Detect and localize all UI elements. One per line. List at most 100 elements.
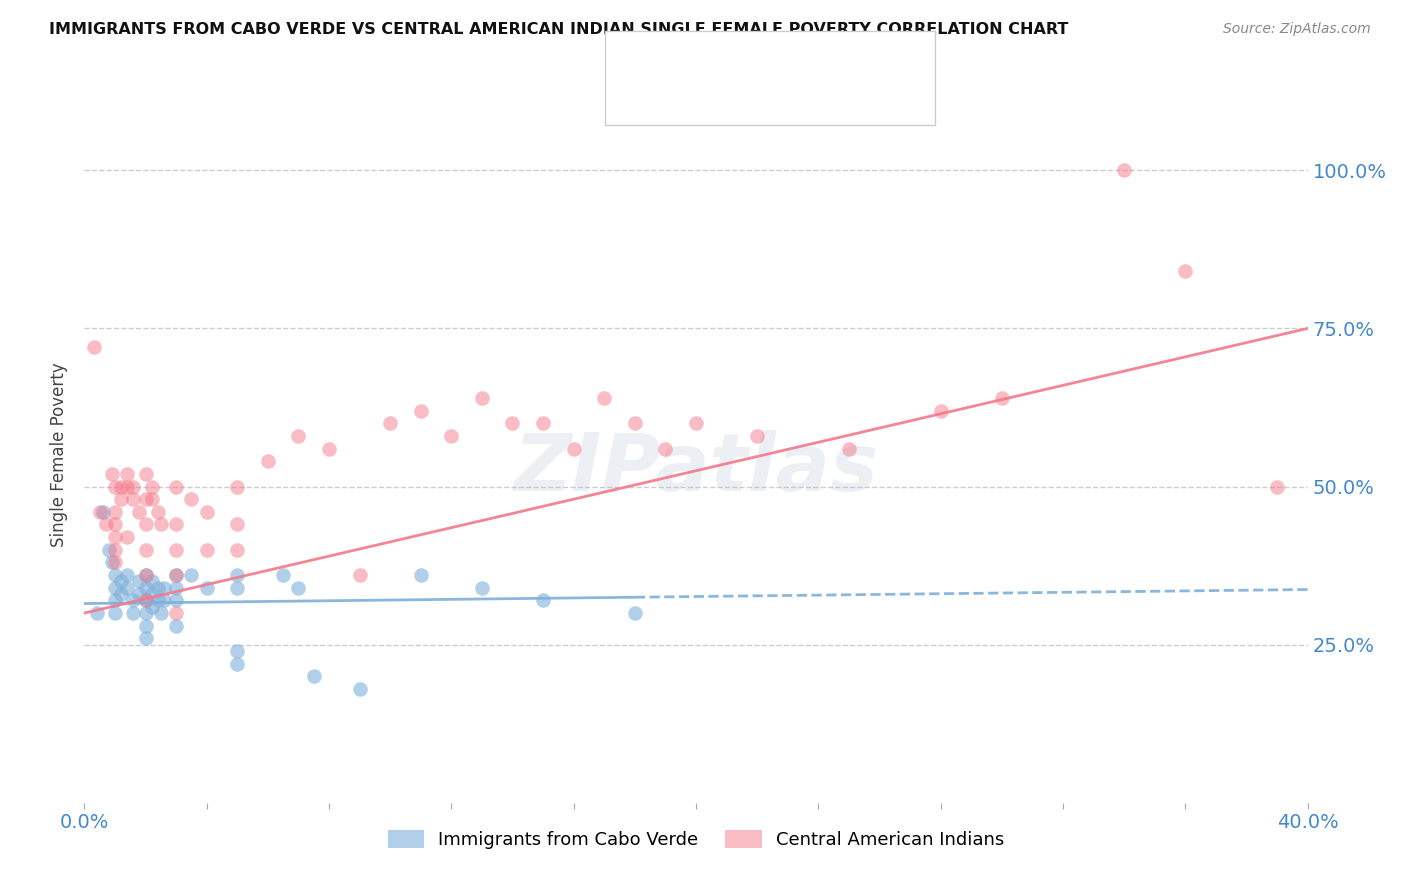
Point: [83, 340, 105, 354]
Point: [115, 530, 138, 544]
Point: [141, 587, 163, 601]
Point: [135, 593, 157, 607]
Point: [104, 479, 127, 493]
Point: [257, 454, 280, 468]
Point: [226, 644, 249, 658]
Point: [141, 479, 163, 493]
Point: [302, 669, 325, 683]
Point: [349, 568, 371, 582]
Point: [165, 568, 187, 582]
Point: [104, 505, 127, 519]
Text: Source: ZipAtlas.com: Source: ZipAtlas.com: [1223, 22, 1371, 37]
Point: [318, 442, 340, 456]
Point: [195, 542, 218, 557]
Point: [226, 581, 249, 595]
Point: [122, 606, 145, 620]
Point: [135, 542, 157, 557]
Point: [122, 593, 145, 607]
Point: [135, 581, 157, 595]
Point: [146, 593, 169, 607]
Point: [409, 403, 432, 417]
Point: [89, 505, 111, 519]
Point: [149, 517, 172, 532]
Point: [135, 467, 157, 481]
Point: [195, 505, 218, 519]
Point: [531, 417, 554, 431]
Point: [141, 492, 163, 507]
Point: [165, 568, 187, 582]
Point: [104, 556, 127, 570]
Point: [180, 568, 202, 582]
Point: [624, 606, 647, 620]
Legend: Immigrants from Cabo Verde, Central American Indians: Immigrants from Cabo Verde, Central Amer…: [381, 822, 1011, 856]
Point: [146, 581, 169, 595]
Point: [104, 593, 127, 607]
Point: [153, 593, 176, 607]
Point: [128, 574, 150, 589]
Point: [110, 587, 132, 601]
Text: R = 0.055   N = 48: R = 0.055 N = 48: [671, 54, 841, 72]
Point: [180, 492, 202, 507]
Point: [165, 618, 187, 632]
Point: [135, 517, 157, 532]
Point: [110, 492, 132, 507]
Point: [86, 606, 108, 620]
Point: [104, 581, 127, 595]
Point: [1114, 163, 1136, 178]
Point: [115, 581, 138, 595]
Point: [110, 574, 132, 589]
Point: [165, 517, 187, 532]
Point: [380, 417, 402, 431]
Point: [349, 681, 371, 696]
Point: [110, 479, 132, 493]
Point: [122, 492, 145, 507]
Point: [1174, 264, 1197, 278]
Point: [165, 593, 187, 607]
Point: [104, 530, 127, 544]
Point: [685, 417, 707, 431]
Point: [531, 593, 554, 607]
Point: [97, 542, 120, 557]
Point: [654, 442, 676, 456]
Point: [195, 581, 218, 595]
Y-axis label: Single Female Poverty: Single Female Poverty: [51, 363, 69, 547]
Point: [562, 442, 585, 456]
Text: IMMIGRANTS FROM CABO VERDE VS CENTRAL AMERICAN INDIAN SINGLE FEMALE POVERTY CORR: IMMIGRANTS FROM CABO VERDE VS CENTRAL AM…: [49, 22, 1069, 37]
Point: [135, 568, 157, 582]
Point: [146, 505, 169, 519]
Point: [226, 657, 249, 671]
Point: [287, 429, 309, 443]
Point: [115, 467, 138, 481]
Text: R = 0.623   N = 61: R = 0.623 N = 61: [671, 92, 841, 111]
Point: [135, 568, 157, 582]
Point: [135, 606, 157, 620]
Point: [409, 568, 432, 582]
Point: [165, 581, 187, 595]
Point: [471, 581, 494, 595]
Point: [94, 517, 117, 532]
Point: [165, 479, 187, 493]
Point: [135, 632, 157, 646]
Point: [271, 568, 294, 582]
Point: [115, 479, 138, 493]
Point: [593, 391, 616, 405]
Point: [104, 568, 127, 582]
Point: [135, 492, 157, 507]
Point: [153, 581, 176, 595]
Point: [502, 417, 524, 431]
Point: [104, 606, 127, 620]
Point: [104, 517, 127, 532]
Point: [135, 593, 157, 607]
Point: [104, 542, 127, 557]
Point: [101, 467, 124, 481]
Text: ZIPatlas: ZIPatlas: [513, 430, 879, 508]
Point: [226, 479, 249, 493]
Point: [141, 574, 163, 589]
Point: [135, 618, 157, 632]
Point: [747, 429, 769, 443]
Point: [122, 479, 145, 493]
Point: [91, 505, 114, 519]
Point: [991, 391, 1014, 405]
Point: [101, 556, 124, 570]
Point: [165, 606, 187, 620]
